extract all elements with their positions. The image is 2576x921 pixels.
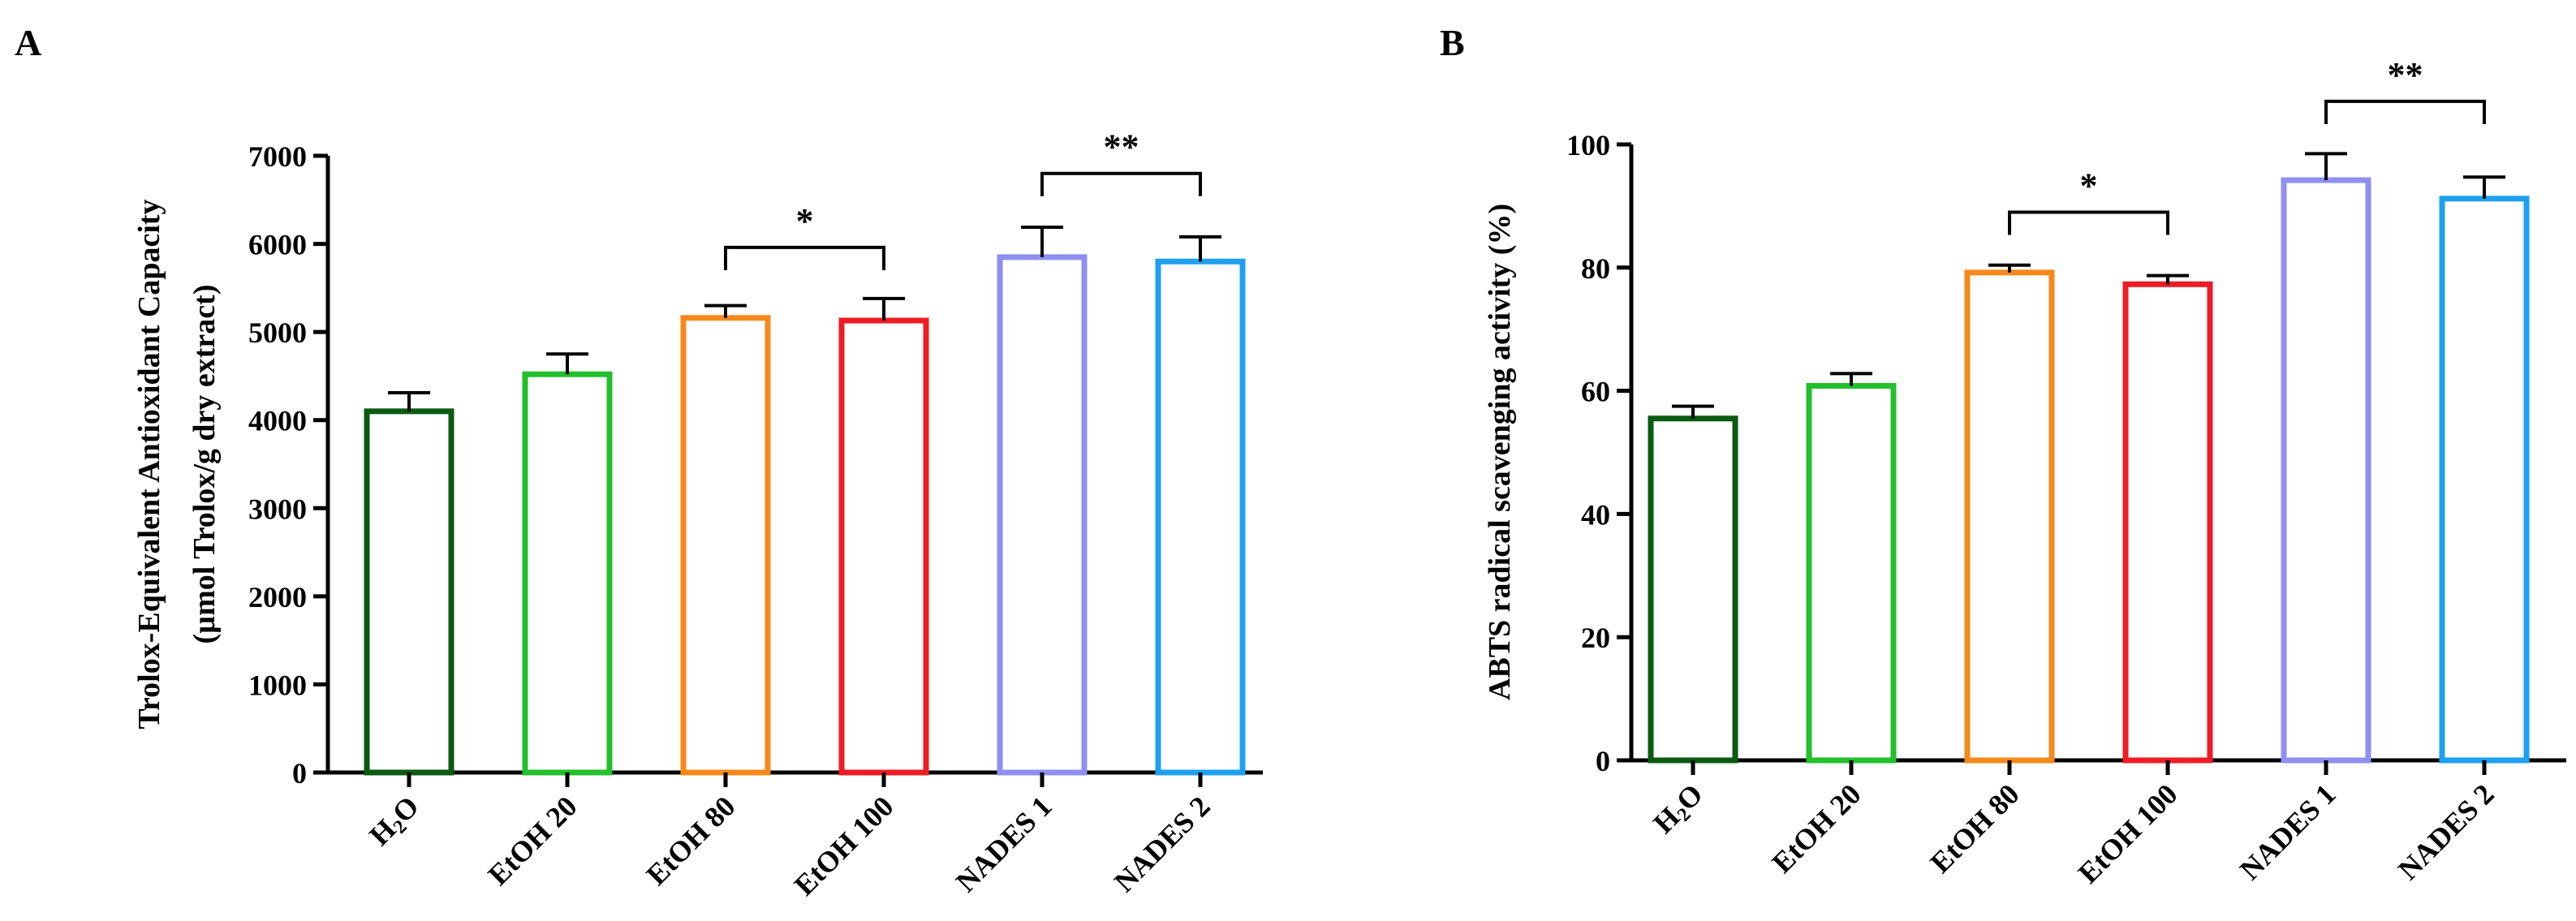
- x-tick-label: EtOH 100: [788, 790, 900, 902]
- significance-bracket: [2324, 99, 2486, 124]
- x-tick-label: NADES 1: [2234, 777, 2342, 886]
- x-tick-label: NADES 2: [1108, 790, 1217, 898]
- bar-h2o: [364, 408, 454, 776]
- significance-label: **: [2388, 55, 2423, 95]
- significance-bracket: [724, 245, 885, 270]
- x-tick-label: EtOH 100: [2072, 777, 2184, 889]
- y-tick-label: 2000: [248, 581, 307, 613]
- y-tick-label: 20: [1581, 622, 1610, 654]
- bar-nades-2: [1155, 258, 1246, 776]
- y-tick-label: 0: [1596, 745, 1610, 777]
- y-tick-label: 100: [1566, 129, 1610, 161]
- y-tick-label: 3000: [248, 493, 307, 525]
- y-tick-label: 60: [1581, 376, 1610, 408]
- y-tick-label: 40: [1581, 498, 1610, 531]
- x-tick-label: NADES 2: [2392, 777, 2501, 886]
- bar-etoh-100: [838, 317, 929, 776]
- bar-nades-2: [2439, 196, 2530, 764]
- y-axis-title: ABTS radical scavenging activity (%): [1483, 204, 1517, 700]
- bar-etoh-80: [680, 315, 771, 776]
- y-tick-label: 7000: [248, 140, 307, 173]
- y-tick-label: 1000: [248, 669, 307, 701]
- bar-etoh-20: [1806, 383, 1897, 764]
- y-tick-label: 6000: [248, 229, 307, 261]
- bar-h2o: [1648, 415, 1738, 764]
- bar-nades-1: [2281, 177, 2371, 764]
- x-tick-label: EtOH 80: [1923, 777, 2025, 879]
- x-tick-label: H2O: [1647, 777, 1711, 841]
- panel-B: B 0 20 40 60 80 100 ABTS radical scavenging act…: [1440, 22, 2566, 889]
- y-tick-label: 0: [292, 757, 307, 790]
- bar-etoh-20: [522, 371, 613, 776]
- bar-etoh-100: [2122, 281, 2213, 764]
- significance-label: *: [2080, 166, 2098, 205]
- bar-etoh-80: [1964, 269, 2055, 764]
- x-tick-label: EtOH 20: [481, 790, 583, 891]
- y-axis-title: Trolox-Equivalent Antioxidant Capacity (µ…: [132, 199, 222, 729]
- significance-label: **: [1104, 127, 1139, 167]
- y-tick-label: 5000: [248, 316, 307, 349]
- x-tick-label: H2O: [363, 790, 427, 854]
- x-tick-label: EtOH 80: [640, 790, 741, 891]
- significance-bracket: [1040, 171, 1202, 196]
- panel-label: B: [1440, 22, 1465, 63]
- significance-label: *: [796, 201, 814, 241]
- x-tick-label: NADES 1: [950, 790, 1058, 898]
- y-tick-label: 80: [1581, 252, 1610, 285]
- panel-A: A 0 1000 2000 3000 4000 5000 6000 7000 Trolox-Equ…: [15, 22, 1263, 902]
- panel-label: A: [15, 22, 41, 63]
- y-tick-label: 4000: [248, 405, 307, 437]
- significance-bracket: [2008, 210, 2169, 235]
- x-tick-label: EtOH 20: [1765, 777, 1867, 879]
- bar-nades-1: [997, 254, 1088, 776]
